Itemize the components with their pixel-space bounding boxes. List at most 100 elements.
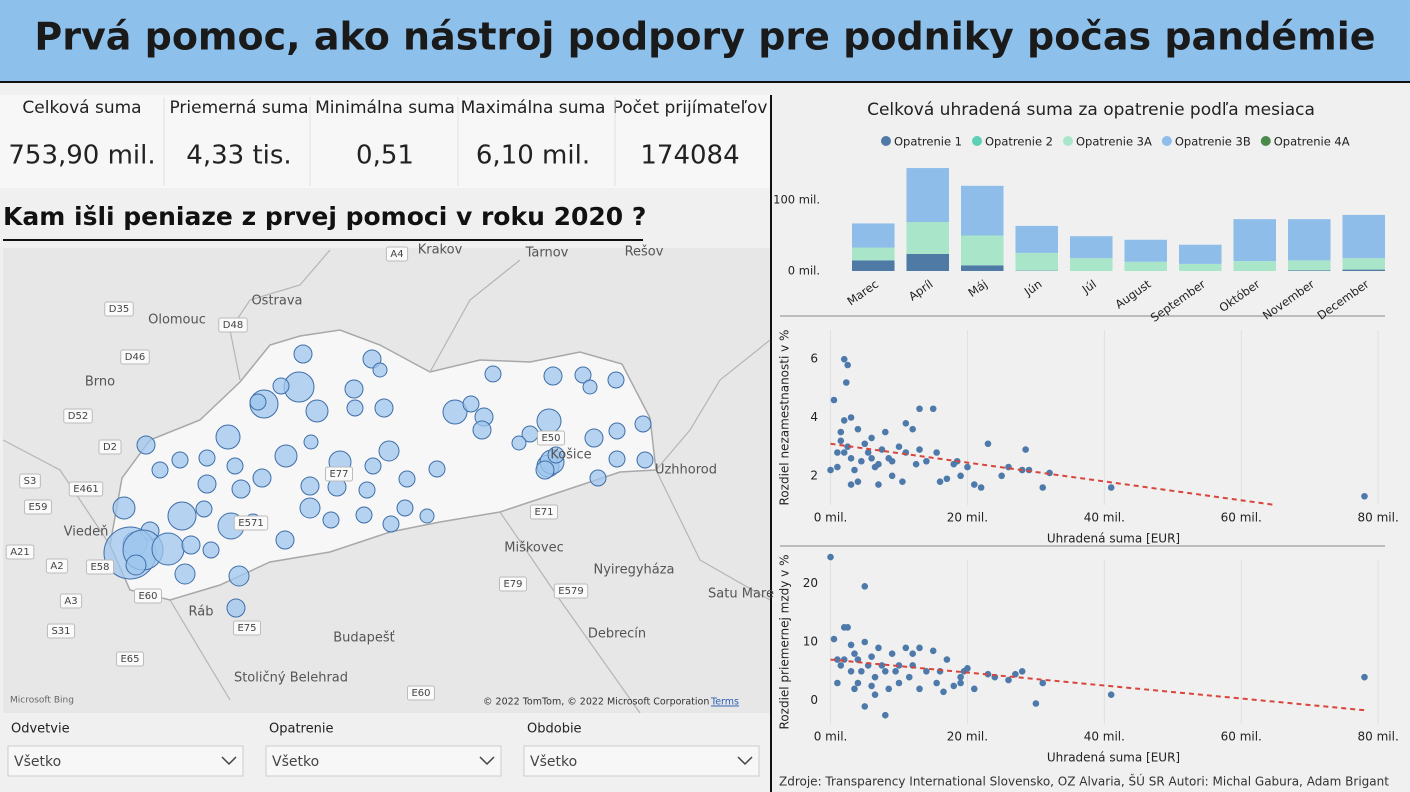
location-bubble [198,449,216,467]
place-label: Tarnov [525,246,569,261]
y-tick-label: 20 [803,576,818,590]
legend-swatch [1161,136,1172,146]
scatter-point [984,670,992,678]
dropdown-chevron [737,756,753,766]
scatter-point [929,405,937,413]
x-tick-label: Október [1216,277,1262,315]
x-tick-label: August [1112,277,1153,312]
location-bubble [228,565,250,587]
scatter-point [923,667,930,675]
filter-label: Opatrenie [269,722,333,737]
road-label: E50 [541,433,560,444]
scatter-point [957,673,964,681]
scatter-point [923,457,930,465]
location-bubble [584,428,604,448]
road-shield [406,685,436,701]
location-bubble [574,366,592,384]
x-tick-label: Júl [1079,277,1099,297]
scatter-point [957,679,964,687]
road-label: E60 [411,688,430,699]
road-label: E65 [120,654,139,665]
road-label: D46 [125,352,145,363]
y-tick-label: 0 [810,693,818,707]
location-bubble [174,563,196,585]
scatter-point [851,466,858,474]
chart-title: Celková uhradená suma za opatrenie podľa… [867,100,1315,120]
scatter-point [964,463,971,471]
bar-segment [1287,219,1331,261]
kpi-label: Priemerná suma [169,98,308,118]
scatter-point [885,685,893,693]
scatter-point [881,428,889,436]
road-shield [232,620,262,636]
bar-segment [1178,244,1222,264]
road-label: E75 [237,623,256,634]
scatter-point [837,437,845,445]
kpi-value: 6,10 mil. [476,141,590,171]
scatter-point [929,647,937,655]
place-label: Košice [550,448,591,463]
scatter-point [861,583,869,590]
x-tick-label: 60 mil. [1221,730,1262,744]
scatter-point [936,478,944,485]
bar-segment [1342,258,1386,270]
filter-dropdown[interactable] [265,745,502,777]
kpi-label: Minimálna suma [315,98,455,118]
location-bubble [181,535,201,555]
scatter-point [1022,446,1029,453]
scatter-point [998,472,1005,480]
road-shield [68,481,104,497]
scatter-point [834,679,841,687]
scatter-point [830,635,838,643]
location-bubble [374,398,394,418]
map-brand: Microsoft Bing [10,696,74,706]
location-bubble [378,440,400,462]
filter-dropdown[interactable] [523,745,760,777]
scatter-point [851,650,858,658]
road-shield [120,349,150,365]
location-bubble [372,362,388,378]
road-label: D52 [68,411,88,422]
legend-label: Opatrenie 2 [985,135,1053,149]
place-label: Rešov [625,245,664,260]
x-tick-label: 0 mil. [814,511,848,525]
map-terms[interactable]: Terms [710,697,739,708]
scatter-point [916,685,923,693]
scatter-point [916,446,923,453]
road-label: A4 [390,249,403,260]
place-label: Budapešť [333,631,395,646]
x-tick-label: September [1148,277,1208,325]
road-shield [115,651,145,667]
location-bubble [202,541,220,559]
place-label: Miškovec [504,541,563,556]
road-label: A3 [64,596,77,607]
header-rule [0,81,1410,83]
filter-dropdown[interactable] [7,745,244,777]
scatter-point [888,457,896,465]
x-tick-label: 40 mil. [1084,730,1125,744]
road-shield [63,408,93,424]
x-tick-label: 60 mil. [1221,511,1262,525]
location-bubble [252,468,272,488]
scatter-point [840,656,848,663]
kpi-value: 4,33 tis. [186,141,291,171]
bar-segment [1233,219,1277,262]
road-shield [85,559,115,575]
location-bubble [536,408,562,434]
location-bubble [355,506,373,524]
x-tick-label: 80 mil. [1358,730,1399,744]
scatter-point [861,703,869,710]
location-bubble [382,515,400,533]
location-bubble [167,501,197,531]
scatter-point [854,679,862,687]
kpi-label: Počet prijímateľov [613,98,768,118]
bar-segment [1015,225,1059,253]
bar-segment [1015,252,1059,271]
scatter-point [858,457,865,465]
map[interactable]: Krakov Tarnov Rešov Ostrava Olomouc Brno Viede… [2,243,774,714]
x-tick-label: Marec [844,277,881,308]
bar-segment [960,235,1004,266]
road-shield [5,544,35,560]
scatter-point [858,667,865,675]
